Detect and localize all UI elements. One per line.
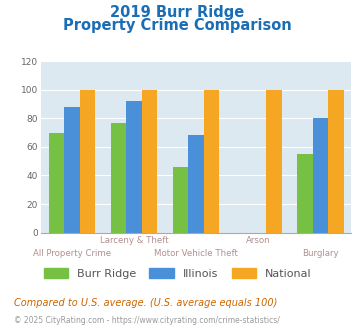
Bar <box>189 135 204 233</box>
Text: Compared to U.S. average. (U.S. average equals 100): Compared to U.S. average. (U.S. average … <box>14 298 278 308</box>
Text: Property Crime Comparison: Property Crime Comparison <box>63 18 292 33</box>
Text: Motor Vehicle Theft: Motor Vehicle Theft <box>154 249 238 258</box>
Bar <box>126 101 142 233</box>
Bar <box>111 122 126 233</box>
Bar <box>64 107 80 233</box>
Bar <box>142 90 157 233</box>
Bar <box>80 90 95 233</box>
Text: All Property Crime: All Property Crime <box>33 249 111 258</box>
Bar <box>328 90 344 233</box>
Bar <box>173 167 189 233</box>
Bar <box>266 90 282 233</box>
Legend: Burr Ridge, Illinois, National: Burr Ridge, Illinois, National <box>44 268 311 279</box>
Text: 2019 Burr Ridge: 2019 Burr Ridge <box>110 5 245 20</box>
Bar <box>297 154 313 233</box>
Bar <box>313 118 328 233</box>
Bar <box>204 90 219 233</box>
Text: Larceny & Theft: Larceny & Theft <box>100 236 168 245</box>
Bar <box>49 133 64 233</box>
Text: Burglary: Burglary <box>302 249 339 258</box>
Text: Arson: Arson <box>246 236 271 245</box>
Text: © 2025 CityRating.com - https://www.cityrating.com/crime-statistics/: © 2025 CityRating.com - https://www.city… <box>14 316 280 325</box>
